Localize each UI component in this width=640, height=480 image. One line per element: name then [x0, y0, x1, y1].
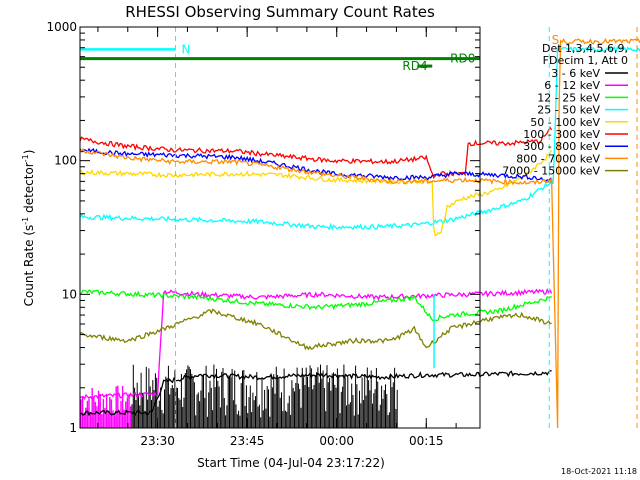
legend-label-3-6-kev: 3 - 6 keV [551, 67, 600, 80]
y-tick-label: 100 [54, 154, 77, 168]
flag-annotation: N [181, 42, 190, 56]
legend-header-line1: Det 1,3,4,5,6,9, [542, 42, 628, 55]
plot-frame [79, 26, 481, 429]
legend: Det 1,3,4,5,6,9, FDecim 1, Att 0 3 - 6 k… [502, 42, 628, 178]
legend-label-800-7000-kev: 800 - 7000 keV [516, 152, 600, 165]
legend-label-100-300-kev: 100 - 300 keV [523, 128, 600, 141]
series-line-25-50-kev [79, 45, 640, 231]
series-line-6-12-kev [79, 288, 553, 401]
series-line-300-800-kev [79, 147, 553, 183]
x-tick-label: 00:15 [409, 434, 444, 448]
flag-annotation: RD4 [402, 59, 427, 73]
series-line-800-7000-kev [79, 37, 640, 429]
x-tick-label: 23:30 [140, 434, 175, 448]
chart-title: RHESSI Observing Summary Count Rates [125, 3, 435, 21]
overlay-layer: N S RD0 RD4 [80, 27, 638, 428]
legend-header-line2: FDecim 1, Att 0 [543, 54, 628, 67]
series-line-12-25-kev [79, 289, 552, 323]
series-line-100-300-kev [79, 126, 553, 179]
series-line-50-100-kev [79, 149, 553, 237]
flag-annotation: RD0 [450, 52, 475, 66]
x-axis: 23:30 23:45 00:00 00:15 [97, 27, 457, 448]
legend-label-6-12-kev: 6 - 12 keV [544, 79, 600, 92]
legend-label-12-25-kev: 12 - 25 keV [537, 91, 600, 104]
legend-label-300-800-kev: 300 - 800 keV [523, 140, 600, 153]
x-tick-label: 00:00 [319, 434, 354, 448]
series-layer [79, 37, 640, 429]
y-tick-label: 10 [62, 287, 77, 301]
y-axis: 1 10 100 1000 [46, 20, 480, 435]
y-axis-label: Count Rate (s-1 detector-1) [21, 150, 36, 307]
y-tick-label: 1000 [46, 20, 77, 34]
legend-label-50-100-kev: 50 - 100 keV [530, 116, 600, 129]
timestamp: 18-Oct-2021 11:18 [561, 467, 637, 476]
y-tick-label: 1 [69, 421, 77, 435]
legend-label-25-50-kev: 25 - 50 keV [537, 104, 600, 117]
spikes-layer [80, 364, 398, 428]
x-tick-label: 23:45 [230, 434, 265, 448]
x-axis-label: Start Time (04-Jul-04 23:17:22) [197, 456, 385, 470]
legend-label-7000-15000-kev: 7000 - 15000 keV [502, 165, 600, 178]
series-line-3-6-kev [79, 369, 552, 417]
series-line-7000-15000-kev [79, 308, 552, 351]
flag-annotation: S [552, 33, 560, 47]
